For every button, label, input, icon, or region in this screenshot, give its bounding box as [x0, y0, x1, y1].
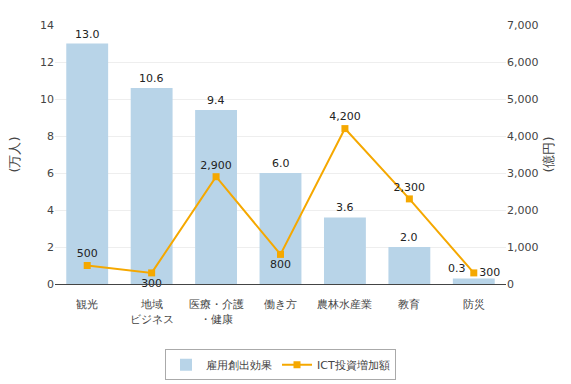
svg-text:10.6: 10.6 [139, 72, 164, 85]
svg-text:0: 0 [47, 278, 54, 291]
svg-text:ICT投資増加額: ICT投資増加額 [317, 359, 390, 372]
svg-text:働き方: 働き方 [264, 298, 297, 311]
svg-text:0: 0 [507, 278, 514, 291]
svg-text:3,000: 3,000 [507, 167, 539, 180]
svg-text:4,000: 4,000 [507, 130, 539, 143]
svg-text:2.0: 2.0 [400, 231, 418, 244]
svg-text:6.0: 6.0 [272, 157, 290, 170]
svg-text:教育: 教育 [398, 298, 420, 311]
svg-text:(万人): (万人) [7, 136, 22, 172]
svg-text:2,000: 2,000 [507, 204, 539, 217]
svg-text:800: 800 [270, 258, 291, 271]
svg-text:14: 14 [40, 19, 54, 32]
svg-text:1,000: 1,000 [507, 241, 539, 254]
svg-text:(億円): (億円) [541, 136, 556, 172]
svg-text:6,000: 6,000 [507, 56, 539, 69]
svg-text:0.3: 0.3 [448, 262, 466, 275]
svg-text:13.0: 13.0 [75, 28, 100, 41]
svg-text:地域ビジネス: 地域ビジネス [130, 298, 174, 325]
svg-text:5,000: 5,000 [507, 93, 539, 106]
svg-text:2: 2 [47, 241, 54, 254]
svg-text:2,300: 2,300 [394, 181, 426, 194]
svg-text:農林水産業: 農林水産業 [317, 298, 372, 311]
svg-text:4: 4 [47, 204, 54, 217]
svg-text:10: 10 [40, 93, 54, 106]
svg-text:300: 300 [479, 266, 500, 279]
svg-text:500: 500 [77, 247, 98, 260]
svg-text:7,000: 7,000 [507, 19, 539, 32]
svg-text:観光: 観光 [76, 298, 98, 311]
svg-text:9.4: 9.4 [207, 94, 225, 107]
svg-text:8: 8 [47, 130, 54, 143]
svg-text:4,200: 4,200 [329, 110, 361, 123]
svg-text:2,900: 2,900 [200, 159, 232, 172]
svg-text:12: 12 [40, 56, 54, 69]
svg-text:3.6: 3.6 [336, 201, 354, 214]
svg-text:防災: 防災 [463, 298, 485, 311]
svg-text:6: 6 [47, 167, 54, 180]
svg-text:雇用創出効果: 雇用創出効果 [206, 359, 272, 372]
svg-text:医療・介護・健康: 医療・介護・健康 [189, 298, 244, 325]
svg-text:300: 300 [141, 277, 162, 290]
